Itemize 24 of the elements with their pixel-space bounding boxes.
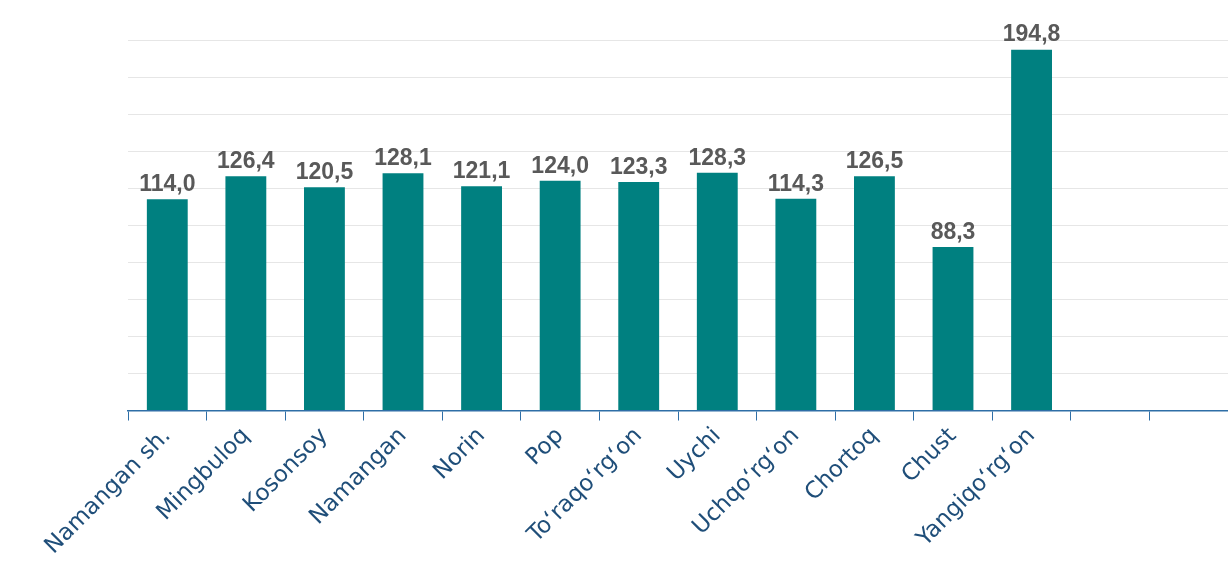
- data-label: 126,4: [217, 147, 275, 174]
- bar: [461, 186, 502, 411]
- bar: [146, 199, 188, 411]
- bar: [618, 182, 660, 411]
- bar: [1011, 49, 1052, 411]
- data-label: 194,8: [1002, 20, 1061, 47]
- data-label: 114,0: [139, 170, 196, 197]
- bar: [225, 176, 267, 411]
- data-label: 128,1: [374, 144, 432, 171]
- data-label: 120,5: [295, 158, 354, 185]
- bar: [696, 172, 738, 411]
- data-label: 128,3: [688, 143, 747, 170]
- bar: [382, 173, 424, 411]
- bar: [539, 180, 581, 411]
- bar: [854, 176, 895, 411]
- bar: [304, 187, 345, 411]
- bar: [775, 198, 817, 411]
- data-label: 121,1: [452, 157, 511, 184]
- bar: [932, 246, 974, 411]
- data-label: 124,0: [531, 151, 589, 178]
- data-label: 88,3: [930, 217, 976, 244]
- data-label: 114,3: [767, 169, 825, 196]
- data-label: 123,3: [609, 152, 668, 179]
- data-label: 126,5: [845, 147, 904, 174]
